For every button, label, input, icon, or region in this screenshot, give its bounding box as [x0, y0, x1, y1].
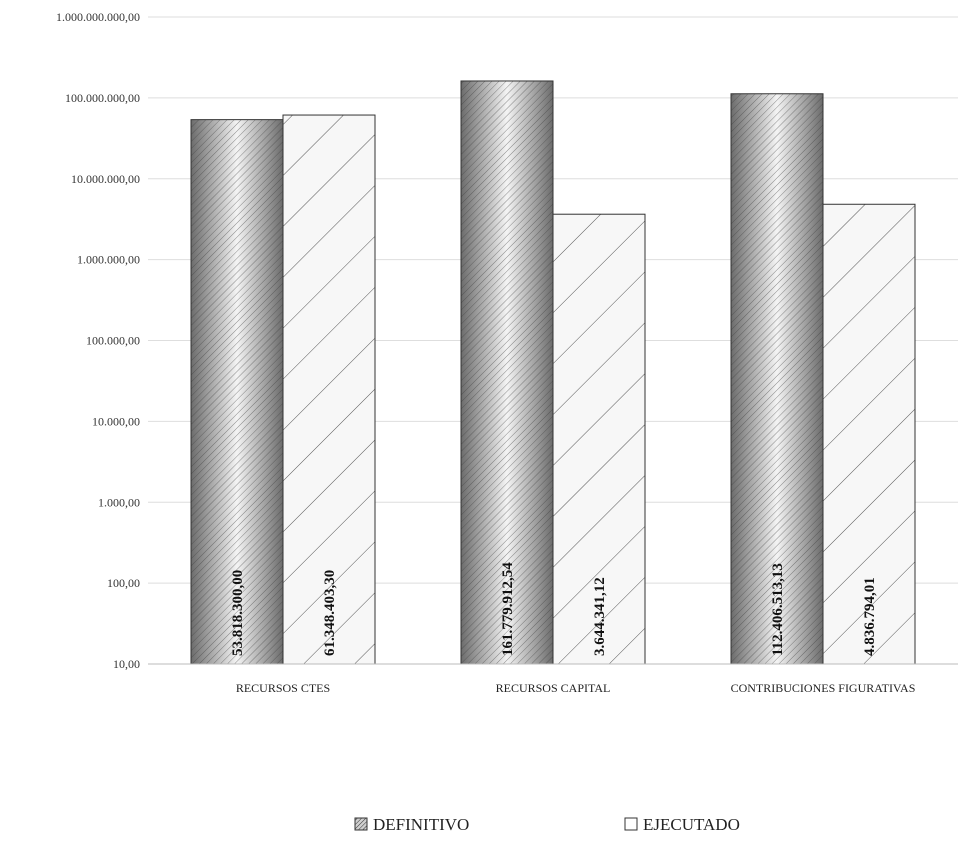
data-label: 161.779.912,54: [500, 562, 516, 656]
data-label: 112.406.513,13: [770, 563, 786, 656]
bar-hatch: [283, 115, 375, 665]
bar-ejecutado: 4.836.794,01: [822, 203, 916, 665]
data-label: 53.818.300,00: [230, 570, 246, 656]
data-label: 4.836.794,01: [862, 577, 878, 656]
legend-swatch: [354, 817, 368, 831]
bar-hatch: [553, 214, 645, 665]
legend-item-definitivo: DEFINITIVO: [354, 815, 469, 834]
y-axis: 10,00 100,00 1.000,00 10.000,00 100.000,00 1.…: [56, 10, 140, 671]
y-tick-label: 10.000,00: [92, 414, 140, 428]
y-tick-label: 10,00: [113, 657, 140, 671]
bar-definitivo: 53.818.300,00: [190, 119, 284, 665]
y-tick-label: 100,00: [107, 576, 140, 590]
bar-hatch: [191, 119, 283, 664]
y-tick-label: 1.000,00: [98, 495, 140, 509]
y-tick-label: 100.000,00: [86, 334, 140, 348]
legend-label: DEFINITIVO: [373, 815, 469, 834]
bar-hatch: [823, 204, 915, 664]
y-tick-label: 100.000.000,00: [65, 91, 140, 105]
data-label: 61.348.403,30: [322, 570, 338, 656]
x-axis: RECURSOS CTES RECURSOS CAPITAL CONTRIBUCIO…: [148, 663, 958, 695]
y-tick-label: 1.000.000,00: [77, 253, 140, 267]
bar-definitivo: 161.779.912,54: [460, 80, 554, 665]
bar-ejecutado: 3.644.341,12: [552, 213, 646, 665]
bars: 53.818.300,00 61.348.403,30 161.779.912,54…: [190, 80, 916, 665]
legend: DEFINITIVO EJECUTADO: [354, 815, 740, 834]
x-category-label: CONTRIBUCIONES FIGURATIVAS: [731, 681, 916, 695]
bar-definitivo: 112.406.513,13: [730, 93, 824, 665]
y-tick-label: 1.000.000.000,00: [56, 10, 140, 24]
legend-label: EJECUTADO: [643, 815, 740, 834]
x-category-label: RECURSOS CTES: [236, 681, 330, 695]
bar-hatch: [731, 93, 823, 665]
bar-hatch: [461, 80, 553, 665]
legend-item-ejecutado: EJECUTADO: [624, 815, 740, 834]
data-label: 3.644.341,12: [592, 577, 608, 656]
y-tick-label: 10.000.000,00: [71, 172, 140, 186]
x-category-label: RECURSOS CAPITAL: [496, 681, 611, 695]
bar-ejecutado: 61.348.403,30: [282, 114, 376, 665]
legend-swatch: [624, 817, 638, 831]
